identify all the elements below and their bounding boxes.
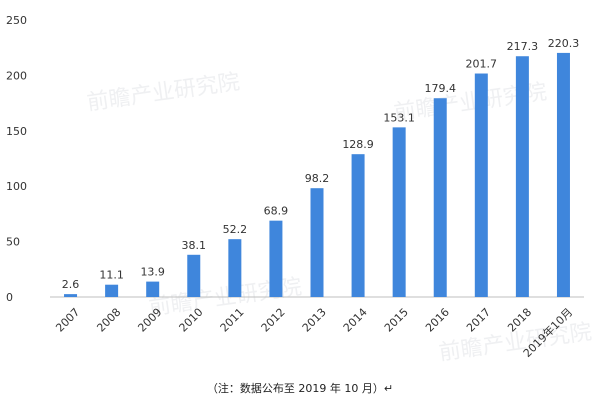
bar-2017 (474, 73, 488, 297)
x-tick-label: 2015 (382, 306, 411, 335)
watermark-text: 前瞻产业研究院 (85, 70, 241, 116)
bar-2014 (351, 154, 365, 297)
bar-2016 (433, 98, 447, 298)
data-label: 220.3 (548, 37, 580, 50)
footnote: （注：数据公布至 2019 年 10 月）↵ (206, 382, 394, 395)
data-labels-layer: 2.6 11.1 13.9 38.1 52.2 68.9 98.2 128.9 153.1 179… (62, 37, 579, 291)
y-axis: 0 50 100 150 200 250 (6, 14, 27, 304)
bar-2010 (187, 254, 201, 297)
data-label: 128.9 (342, 138, 374, 151)
data-label: 52.2 (223, 223, 248, 236)
y-tick-label: 0 (6, 291, 13, 304)
data-label: 153.1 (383, 111, 415, 124)
x-tick-label: 2012 (259, 306, 288, 335)
bar-2008 (105, 284, 119, 297)
y-tick-label: 100 (6, 180, 27, 193)
y-tick-label: 150 (6, 125, 27, 138)
y-tick-label: 200 (6, 69, 27, 82)
x-tick-label: 2014 (341, 306, 370, 335)
data-label: 2.6 (62, 278, 80, 291)
data-label: 13.9 (140, 266, 165, 279)
bar-2015 (392, 127, 406, 297)
data-label: 38.1 (182, 239, 207, 252)
bar-2009 (146, 281, 160, 297)
data-label: 217.3 (507, 40, 539, 53)
x-tick-label: 2017 (464, 306, 493, 335)
bar-2019年10月 (556, 52, 570, 298)
data-label: 68.9 (264, 205, 289, 218)
y-tick-label: 50 (6, 236, 20, 249)
x-tick-label: 2016 (423, 306, 452, 335)
bar-2013 (310, 188, 324, 297)
bar-2018 (515, 56, 529, 298)
x-tick-label: 2008 (94, 306, 123, 335)
data-label: 201.7 (466, 58, 498, 71)
x-tick-label: 2013 (300, 306, 329, 335)
data-label: 98.2 (305, 172, 330, 185)
data-label: 11.1 (99, 269, 124, 282)
bar-2011 (228, 239, 242, 297)
bar-2012 (269, 220, 283, 297)
data-label: 179.4 (424, 82, 456, 95)
bar-2007 (64, 294, 78, 297)
y-tick-label: 250 (6, 14, 27, 27)
bars-layer (64, 52, 570, 298)
x-tick-label: 2007 (53, 306, 82, 335)
